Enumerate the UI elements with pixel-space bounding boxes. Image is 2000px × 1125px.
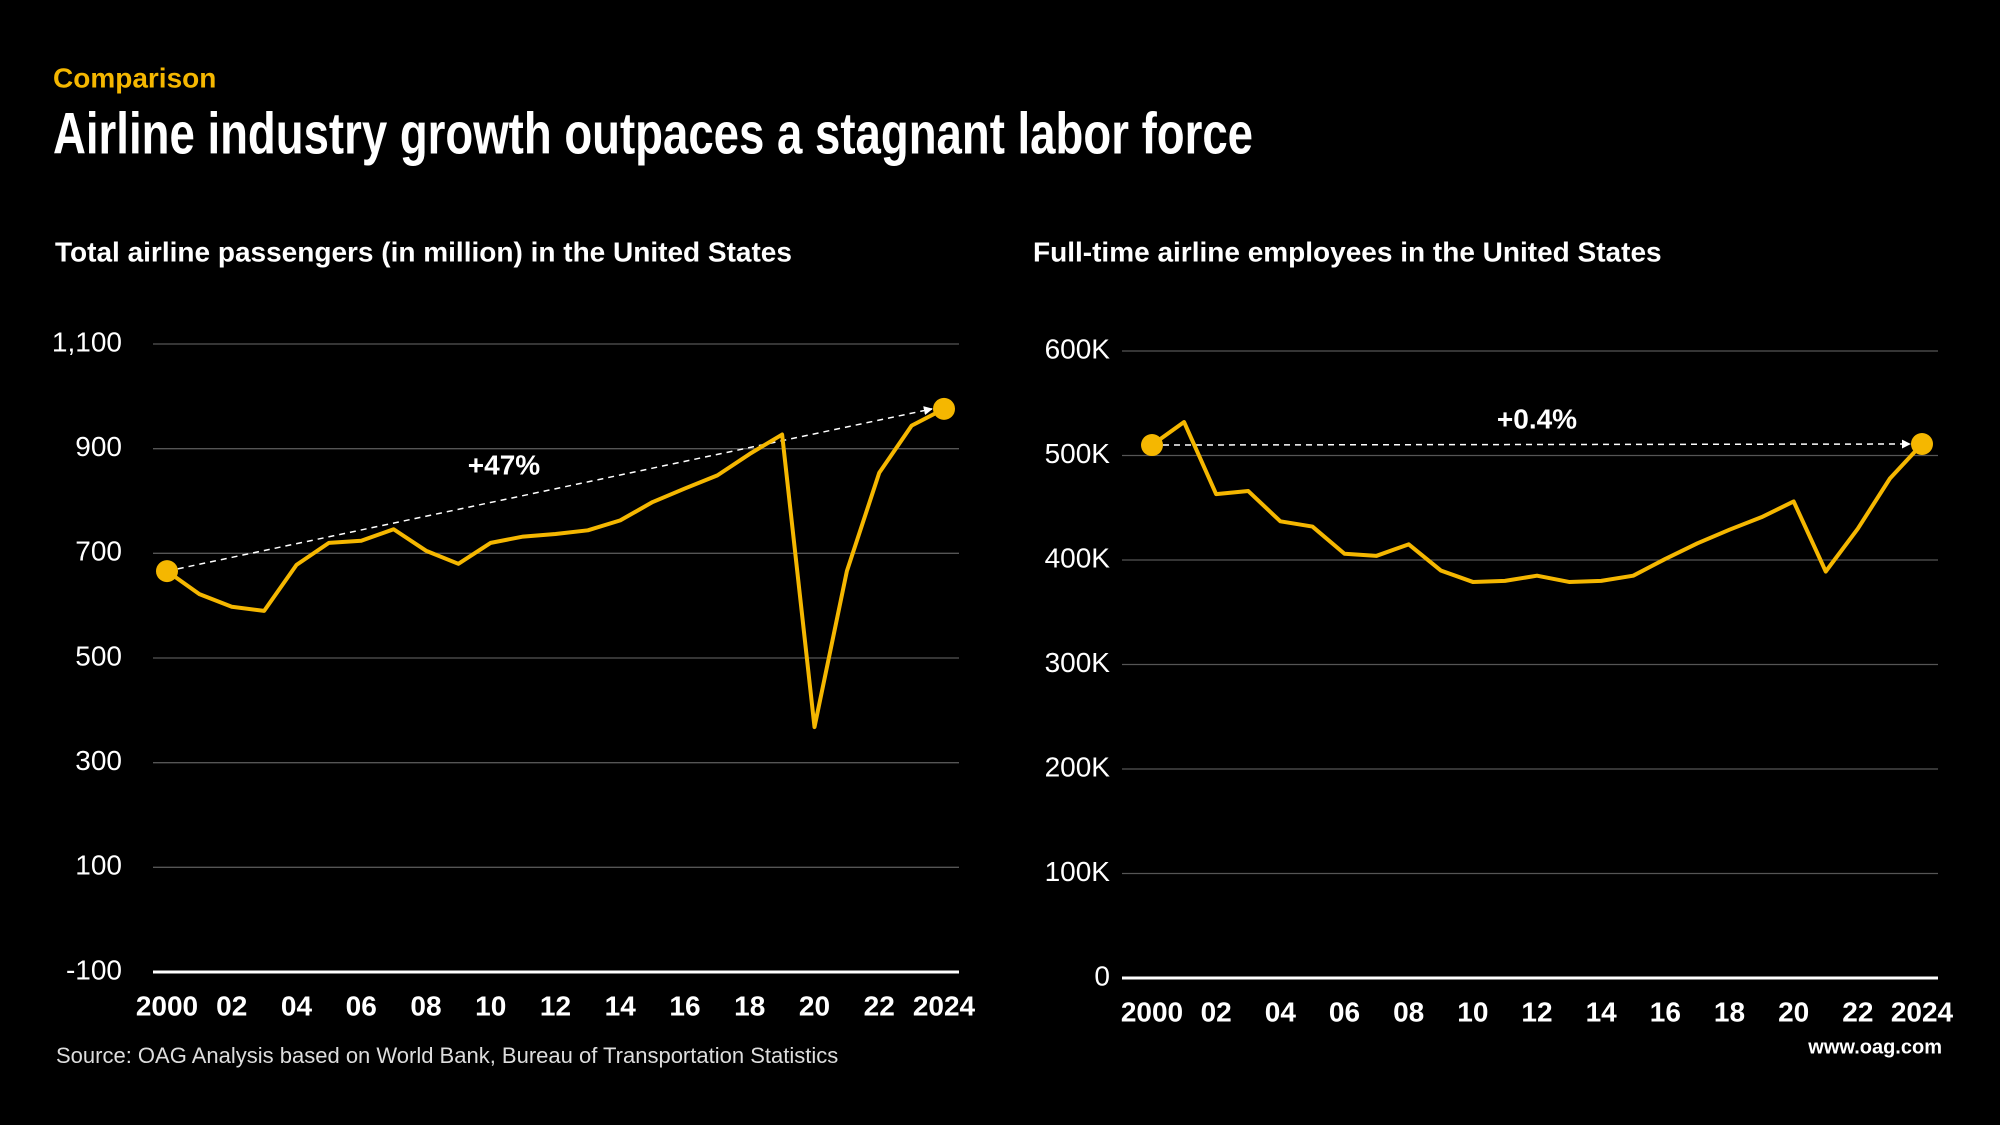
data-line	[165, 407, 945, 730]
x-tick-label: 2024	[913, 990, 976, 1021]
x-tick-label: 06	[1329, 996, 1360, 1027]
x-tick-label: 22	[1842, 996, 1873, 1027]
y-tick-label: 100K	[1045, 856, 1111, 887]
x-tick-label: 04	[281, 990, 313, 1021]
y-tick-label: 400K	[1045, 542, 1111, 573]
x-tick-label: 22	[864, 990, 895, 1021]
x-tick-label: 04	[1265, 996, 1297, 1027]
x-tick-label: 20	[799, 990, 830, 1021]
x-tick-label: 14	[1586, 996, 1618, 1027]
y-tick-label: 0	[1094, 960, 1110, 991]
x-tick-label: 12	[1521, 996, 1552, 1027]
x-tick-label: 10	[1457, 996, 1488, 1027]
x-tick-label: 2000	[136, 990, 198, 1021]
x-tick-label: 20	[1778, 996, 1809, 1027]
kicker: Comparison	[53, 62, 216, 93]
y-tick-label: 200K	[1045, 751, 1111, 782]
annotation: +47%	[468, 449, 540, 480]
x-tick-label: 02	[216, 990, 247, 1021]
x-tick-label: 06	[346, 990, 377, 1021]
source: Source: OAG Analysis based on World Bank…	[56, 1043, 838, 1068]
x-tick-label: 16	[669, 990, 700, 1021]
page-title: Airline industry growth outpaces a stagn…	[53, 101, 1253, 166]
trend-arrow	[1151, 439, 1911, 449]
endpoint	[1911, 433, 1933, 456]
endpoint	[1141, 434, 1163, 457]
chart-title: Full-time airline employees in the Unite…	[1033, 236, 1662, 267]
x-tick-label: 12	[540, 990, 571, 1021]
endpoint	[156, 560, 178, 583]
site: www.oag.com	[1807, 1036, 1942, 1058]
x-tick-label: 02	[1201, 996, 1232, 1027]
y-tick-label: 500	[75, 640, 122, 671]
trend-arrow	[166, 406, 933, 572]
y-tick-label: 300	[75, 745, 122, 776]
y-tick-label: 600K	[1045, 333, 1111, 364]
endpoint	[933, 397, 955, 420]
chart-title: Total airline passengers (in million) in…	[55, 236, 792, 267]
x-tick-label: 08	[410, 990, 441, 1021]
y-tick-label: 500K	[1045, 438, 1111, 469]
y-tick-label: -100	[66, 954, 122, 985]
x-tick-label: 18	[734, 990, 765, 1021]
y-tick-label: 100	[75, 850, 122, 881]
y-tick-label: 700	[75, 536, 122, 567]
y-tick-label: 900	[75, 431, 122, 462]
x-tick-label: 2000	[1121, 996, 1183, 1027]
x-tick-label: 16	[1650, 996, 1681, 1027]
x-tick-label: 18	[1714, 996, 1745, 1027]
x-tick-label: 2024	[1891, 996, 1954, 1027]
y-tick-label: 300K	[1045, 647, 1111, 678]
x-tick-label: 08	[1393, 996, 1424, 1027]
x-tick-label: 10	[475, 990, 506, 1021]
y-tick-label: 1,100	[52, 326, 122, 357]
x-tick-label: 14	[605, 990, 637, 1021]
annotation: +0.4%	[1497, 403, 1577, 434]
data-line	[1150, 420, 1924, 584]
